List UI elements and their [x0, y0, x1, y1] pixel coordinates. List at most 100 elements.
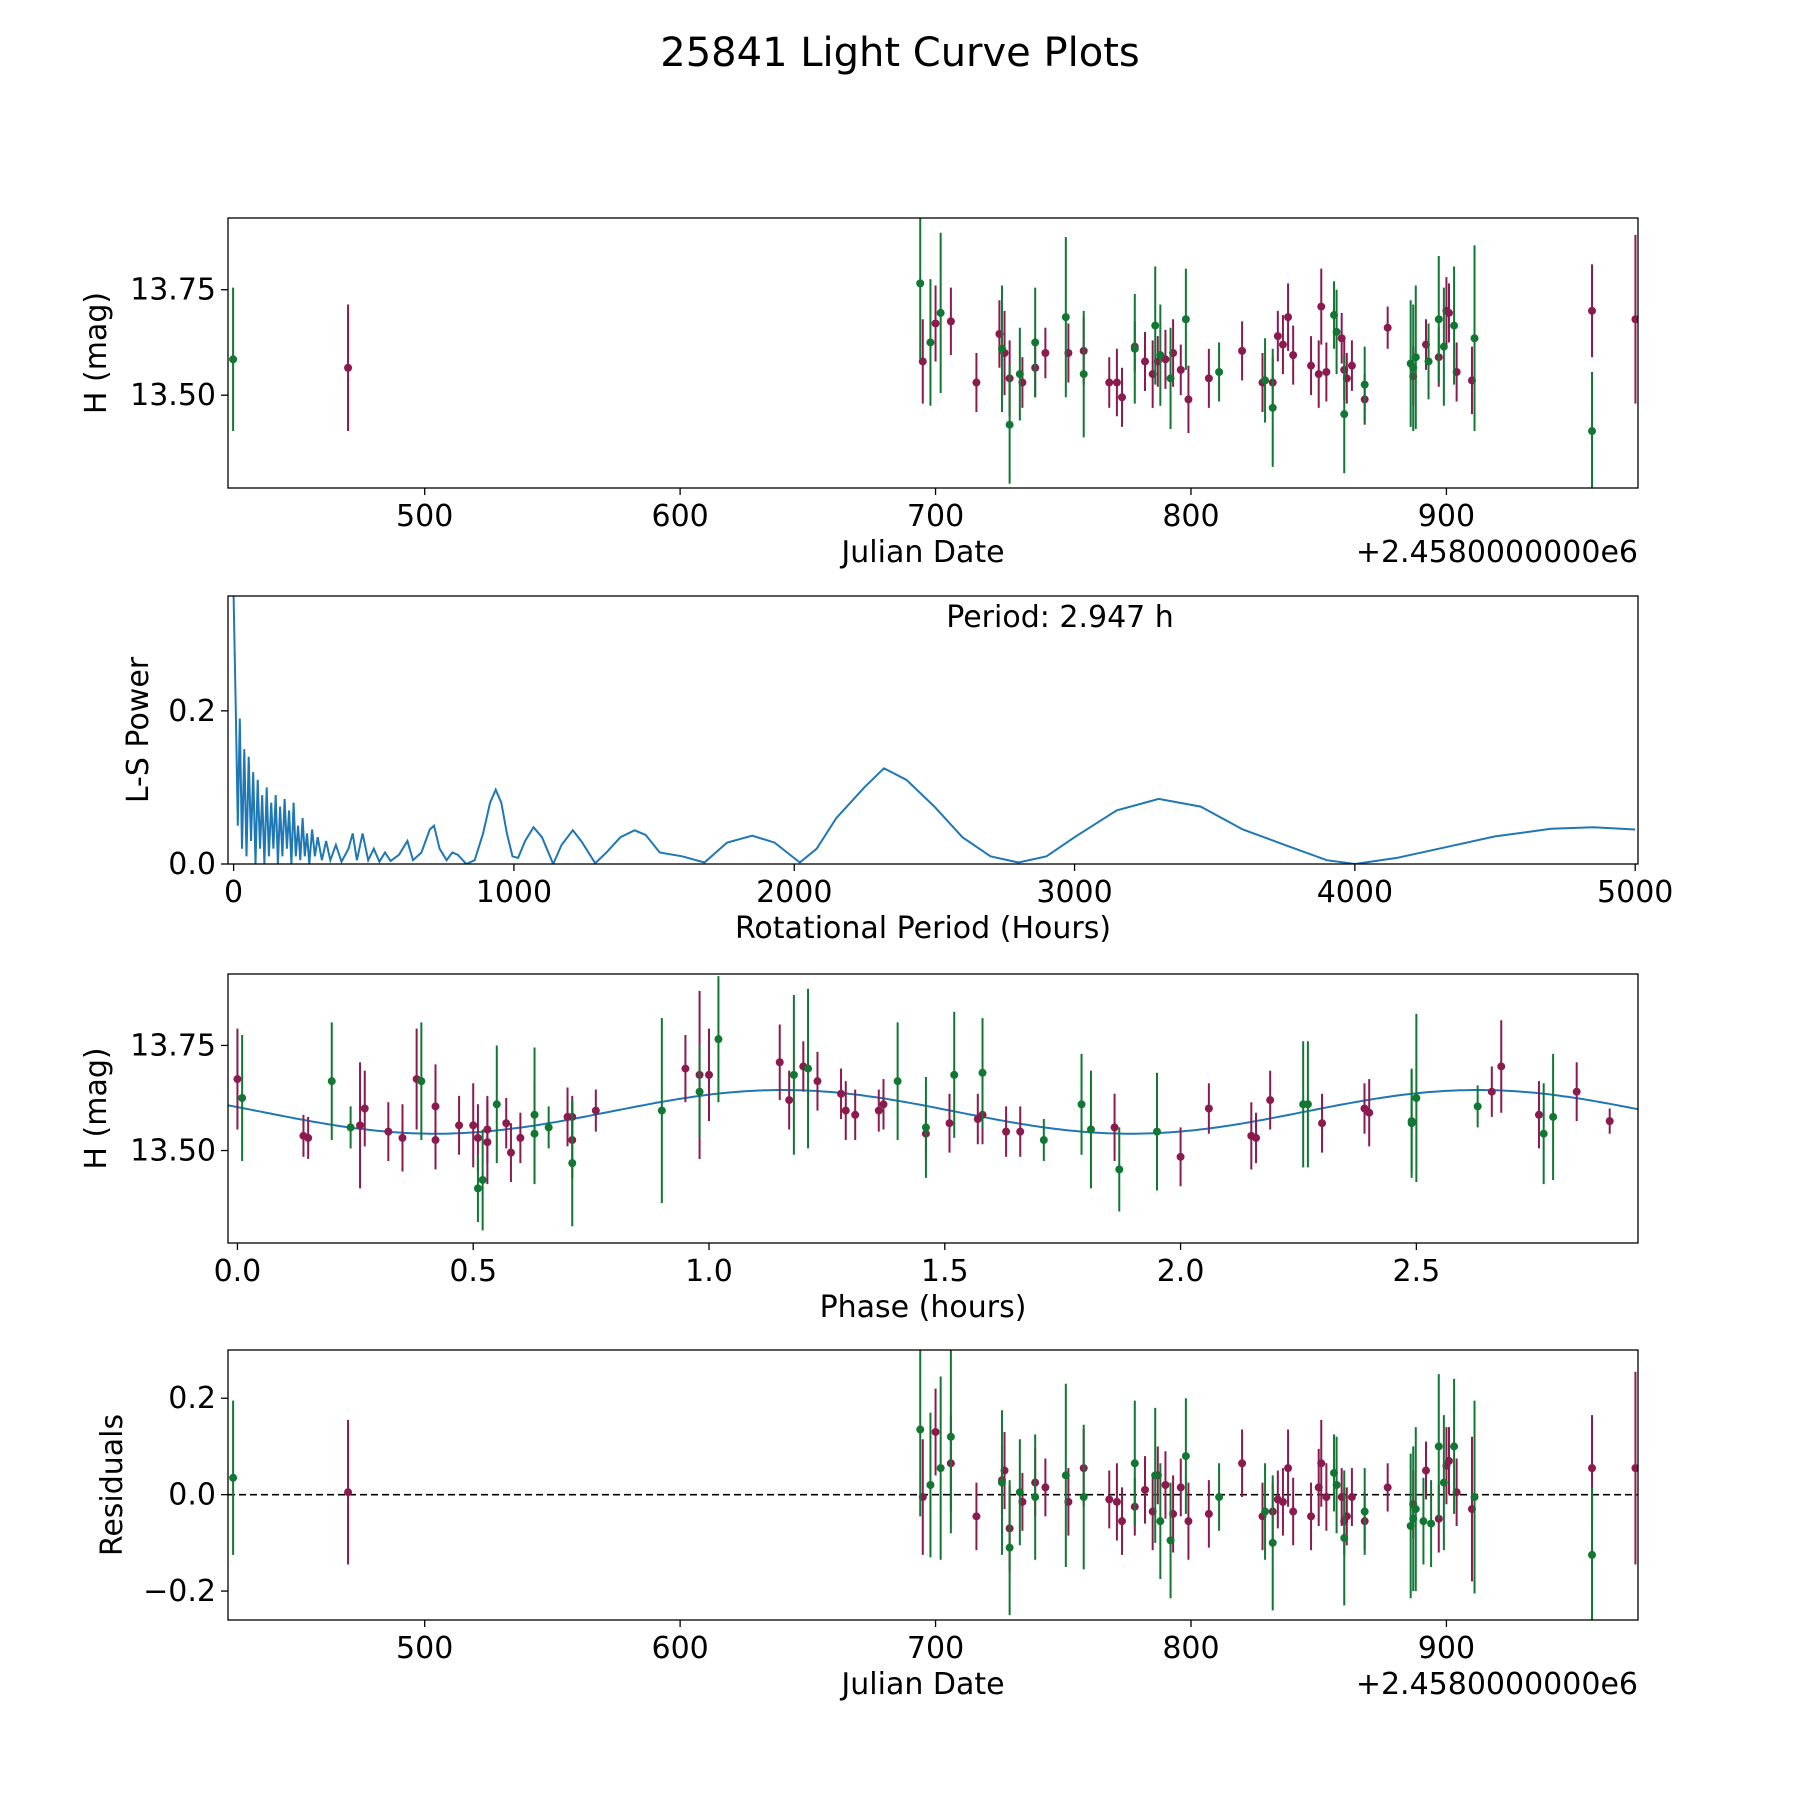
plot-area	[228, 976, 1638, 1231]
x-tick-label: 2000	[756, 875, 832, 910]
data-marker	[945, 1119, 954, 1128]
data-marker	[473, 1133, 482, 1142]
data-marker	[775, 1058, 784, 1067]
y-axis-label: H (mag)	[79, 292, 114, 414]
data-marker	[785, 1096, 794, 1105]
data-marker	[1110, 1123, 1119, 1132]
y-tick-label: 0.2	[168, 1381, 216, 1416]
data-point-band_b	[1340, 1470, 1349, 1606]
data-point-band_a	[1444, 283, 1453, 343]
data-marker	[1176, 365, 1185, 374]
data-marker	[1588, 306, 1597, 315]
data-marker	[874, 1106, 883, 1115]
data-marker	[431, 1136, 440, 1145]
data-point-band_a	[1284, 1429, 1293, 1507]
data-marker	[1278, 1497, 1287, 1506]
data-point-band_b	[229, 287, 238, 432]
data-point-band_a	[1497, 1020, 1506, 1113]
data-marker	[657, 1106, 666, 1115]
data-marker	[1273, 332, 1282, 341]
data-point-band_b	[1407, 1070, 1416, 1172]
data-marker	[997, 344, 1006, 353]
data-point-band_b	[1005, 365, 1014, 484]
data-point-band_b	[1079, 310, 1088, 438]
data-point-band_b	[1130, 293, 1139, 404]
x-tick-label: 3000	[1036, 875, 1112, 910]
data-point-band_a	[1307, 336, 1316, 396]
data-point-band_a	[1204, 1480, 1213, 1548]
data-point-band_b	[1039, 1119, 1048, 1162]
data-marker	[918, 357, 927, 366]
data-point-band_a	[1118, 367, 1127, 427]
data-marker	[1572, 1087, 1581, 1096]
data-marker	[1141, 1485, 1150, 1494]
data-marker	[1421, 1466, 1430, 1475]
data-point-band_b	[926, 279, 935, 406]
data-point-band_b	[997, 1410, 1006, 1555]
data-marker	[695, 1087, 704, 1096]
data-point-band_b	[417, 1022, 426, 1141]
data-point-band_a	[304, 1116, 313, 1159]
data-marker	[469, 1121, 478, 1130]
data-point-band_a	[775, 1024, 784, 1101]
data-point-band_b	[916, 218, 925, 360]
data-marker	[1317, 1459, 1326, 1468]
model-curve	[228, 1089, 1638, 1135]
data-marker	[1497, 1062, 1506, 1071]
data-point-band_b	[530, 1083, 539, 1185]
data-marker	[936, 308, 945, 317]
panel-phase: 0.0 0.5 1.0 1.5 2.0 2.5 13.50 13.75 Phase (hours…	[79, 973, 1639, 1325]
data-marker	[1156, 1517, 1165, 1526]
data-point-band_a	[705, 1028, 714, 1122]
data-marker	[516, 1133, 525, 1142]
data-point-band_b	[1166, 327, 1175, 429]
data-point-band_a	[360, 1070, 369, 1147]
y-tick-label: 0.0	[168, 847, 216, 882]
plot-area	[228, 1350, 1638, 1620]
data-point-band_b	[1424, 323, 1433, 400]
data-marker	[1332, 327, 1341, 336]
axes-frame	[227, 595, 1639, 865]
data-marker	[1005, 1543, 1014, 1552]
data-point-band_a	[1631, 234, 1638, 404]
data-point-band_b	[1332, 289, 1341, 375]
data-point-band_b	[1156, 1463, 1165, 1580]
data-marker	[1112, 1497, 1121, 1506]
data-marker	[1061, 1471, 1070, 1480]
data-point-band_b	[714, 976, 723, 1103]
data-point-band_b	[926, 1412, 935, 1558]
data-marker	[1184, 1517, 1193, 1526]
data-point-band_b	[1151, 266, 1160, 385]
data-marker	[1041, 349, 1050, 357]
data-marker	[946, 317, 955, 326]
data-marker	[1317, 302, 1326, 311]
data-point-band_b	[1412, 1013, 1421, 1183]
data-marker	[1118, 393, 1127, 402]
data-point-band_a	[1322, 1463, 1331, 1531]
data-point-band_a	[483, 1095, 492, 1164]
data-marker	[1105, 378, 1114, 387]
x-tick-label: 0.0	[214, 1254, 262, 1289]
data-marker	[1588, 427, 1597, 436]
data-point-band_b	[936, 1376, 945, 1560]
data-marker	[789, 1070, 798, 1079]
data-marker	[1383, 323, 1392, 332]
data-marker	[1166, 1536, 1175, 1545]
data-marker	[1151, 1471, 1160, 1480]
data-marker	[1322, 1493, 1331, 1502]
data-marker	[1347, 1493, 1356, 1502]
data-marker	[1450, 321, 1459, 330]
data-point-band_b	[492, 1045, 501, 1164]
x-axis-label: Rotational Period (Hours)	[735, 911, 1111, 946]
data-marker	[1105, 1495, 1114, 1504]
data-marker	[1204, 1509, 1213, 1518]
data-point-band_b	[346, 1106, 355, 1149]
data-marker	[1588, 1464, 1597, 1473]
data-point-band_a	[946, 287, 955, 356]
data-marker	[1407, 1117, 1416, 1126]
data-marker	[1340, 1534, 1349, 1543]
data-point-band_a	[945, 1093, 954, 1153]
data-point-band_b	[1086, 1070, 1095, 1189]
data-marker	[1130, 344, 1139, 353]
data-point-band_b	[1166, 1482, 1175, 1599]
